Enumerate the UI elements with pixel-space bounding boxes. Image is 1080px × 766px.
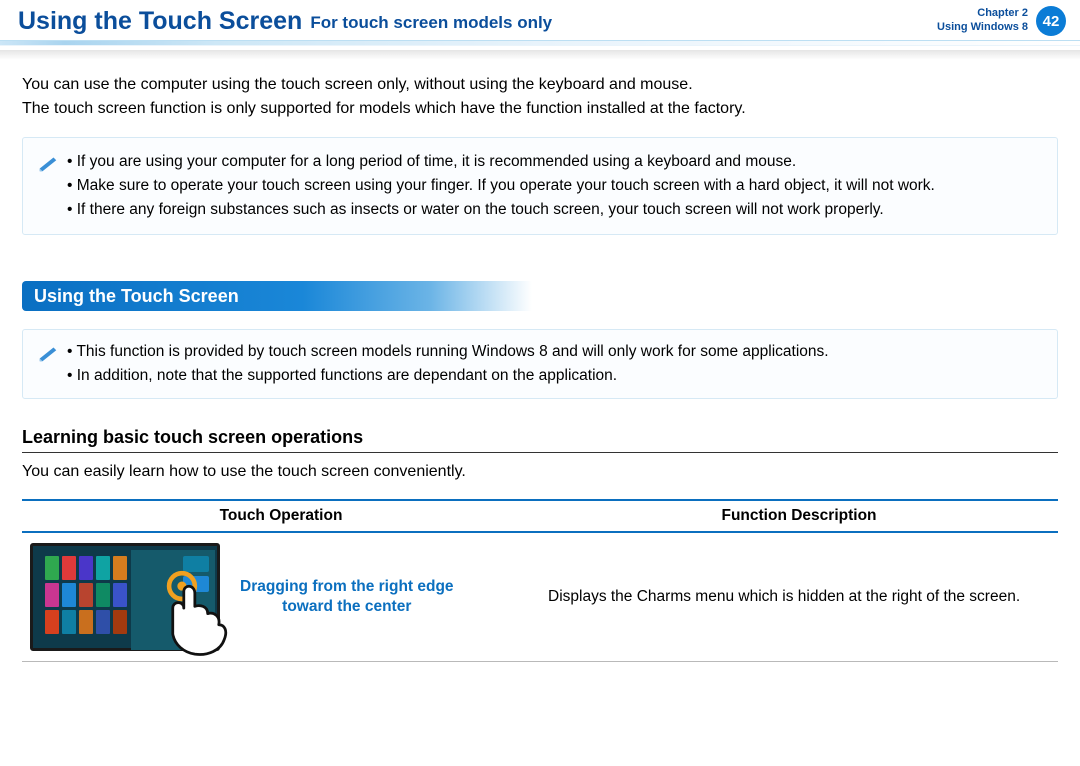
description-cell: Displays the Charms menu which is hidden…: [540, 532, 1058, 662]
note-box-1: If you are using your computer for a lon…: [22, 137, 1058, 235]
header-divider: [0, 40, 1080, 46]
note-list-1: If you are using your computer for a lon…: [67, 150, 935, 222]
note2-item: In addition, note that the supported fun…: [67, 364, 829, 388]
chapter-line2: Using Windows 8: [937, 21, 1028, 35]
page-header: Using the Touch Screen For touch screen …: [0, 0, 1080, 40]
note1-item: If there any foreign substances such as …: [67, 198, 935, 222]
note-box-2: This function is provided by touch scree…: [22, 329, 1058, 399]
header-right: Chapter 2 Using Windows 8 42: [937, 6, 1066, 36]
gesture-label-line1: Dragging from the right edge: [240, 577, 454, 597]
table-row: Dragging from the right edge toward the …: [22, 532, 1058, 662]
note1-item: Make sure to operate your touch screen u…: [67, 174, 935, 198]
chapter-block: Chapter 2 Using Windows 8: [937, 7, 1028, 35]
section-banner: Using the Touch Screen: [22, 281, 532, 311]
header-shadow: [0, 50, 1080, 60]
note-icon: [37, 150, 59, 222]
intro-paragraph-1: You can use the computer using the touch…: [22, 74, 1058, 96]
table-header-description: Function Description: [540, 500, 1058, 532]
content: You can use the computer using the touch…: [0, 60, 1080, 662]
gesture-thumbnail: [30, 543, 220, 651]
page-subtitle: For touch screen models only: [310, 9, 552, 33]
operation-cell: Dragging from the right edge toward the …: [22, 532, 540, 662]
table-header-operation: Touch Operation: [22, 500, 540, 532]
gesture-label: Dragging from the right edge toward the …: [240, 577, 454, 617]
note1-item: If you are using your computer for a lon…: [67, 150, 935, 174]
note-list-2: This function is provided by touch scree…: [67, 340, 829, 388]
note2-item: This function is provided by touch scree…: [67, 340, 829, 364]
sub-paragraph: You can easily learn how to use the touc…: [22, 463, 1058, 481]
hand-icon: [147, 564, 239, 656]
page-title: Using the Touch Screen: [18, 7, 302, 36]
intro-paragraph-2: The touch screen function is only suppor…: [22, 98, 1058, 120]
gesture-label-line2: toward the center: [240, 597, 454, 617]
chapter-line1: Chapter 2: [937, 7, 1028, 21]
operations-table: Touch Operation Function Description: [22, 499, 1058, 662]
subheading: Learning basic touch screen operations: [22, 427, 1058, 453]
note-icon: [37, 340, 59, 388]
page-number-badge: 42: [1036, 6, 1066, 36]
